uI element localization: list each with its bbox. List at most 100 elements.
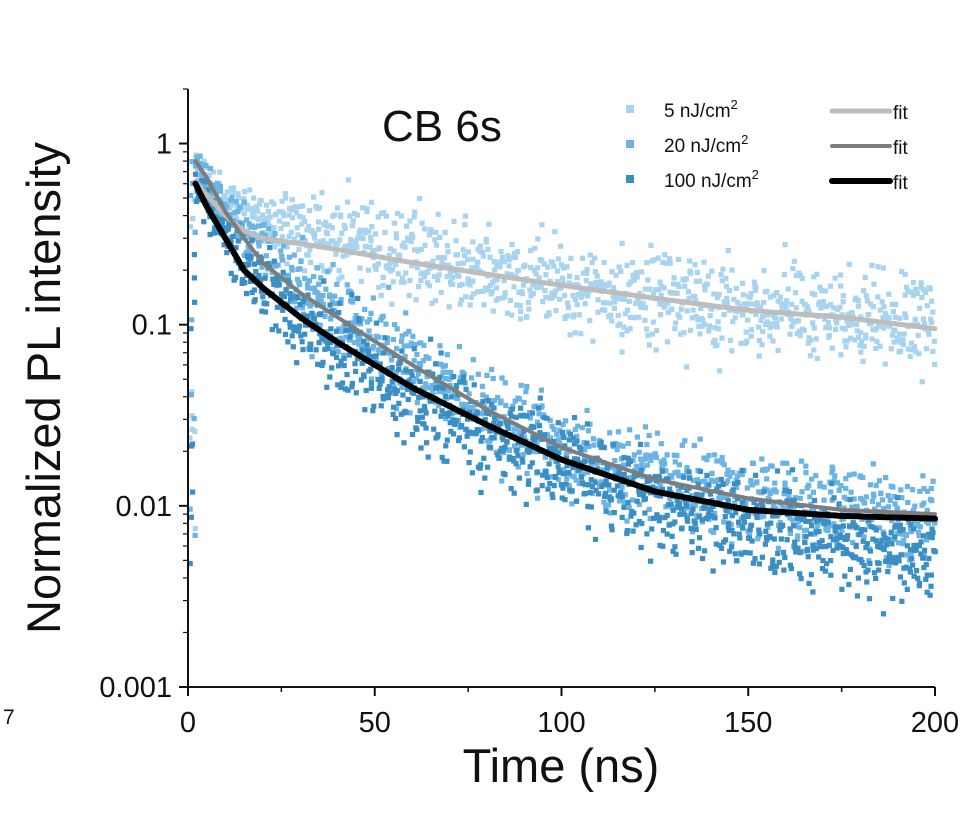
data-point (629, 260, 635, 266)
data-point (699, 517, 705, 523)
data-point (832, 524, 838, 530)
data-point (921, 500, 927, 506)
data-point (409, 263, 415, 269)
data-point (527, 410, 533, 416)
data-point (621, 504, 627, 510)
data-point (758, 317, 764, 323)
data-point (619, 514, 625, 520)
data-point (873, 527, 879, 533)
data-point (759, 456, 765, 462)
data-point (456, 273, 462, 279)
data-point (772, 315, 778, 321)
data-point (451, 374, 457, 380)
data-point (926, 331, 932, 337)
data-point (923, 289, 929, 295)
data-point (645, 332, 651, 338)
data-point (224, 189, 230, 195)
data-point (399, 384, 405, 391)
data-point (560, 275, 566, 281)
data-point (847, 497, 853, 503)
data-point (212, 225, 218, 231)
data-point (354, 244, 360, 250)
data-point (932, 361, 938, 367)
data-point (191, 252, 197, 258)
data-point (732, 500, 738, 506)
data-point (362, 306, 368, 312)
data-point (319, 190, 325, 196)
data-point (572, 456, 578, 462)
data-point (235, 195, 241, 201)
data-point (729, 527, 735, 533)
data-point (609, 269, 615, 275)
data-point (587, 490, 593, 496)
data-point (712, 515, 718, 521)
panel-title: CB 6s (382, 102, 502, 151)
data-point (342, 243, 348, 249)
data-point (265, 208, 271, 214)
data-point (843, 476, 849, 482)
data-point (822, 288, 828, 294)
data-point (723, 537, 729, 543)
data-point (478, 489, 484, 496)
data-point (687, 327, 693, 333)
data-point (437, 343, 443, 349)
data-point (555, 420, 561, 426)
data-point (747, 294, 753, 300)
data-point (764, 537, 770, 543)
data-point (473, 266, 479, 273)
data-point (607, 300, 613, 306)
data-point (300, 203, 306, 209)
data-point (826, 542, 832, 548)
data-point (729, 541, 735, 547)
data-point (910, 280, 916, 286)
data-point (411, 214, 417, 220)
data-point (263, 202, 269, 208)
data-point (832, 528, 838, 534)
data-point (535, 495, 541, 501)
data-point (848, 489, 854, 495)
data-point (350, 299, 356, 305)
data-point (423, 354, 429, 360)
data-point (422, 242, 428, 248)
data-point (838, 352, 844, 358)
data-point (410, 431, 416, 438)
data-point (701, 259, 707, 265)
data-point (353, 320, 359, 326)
data-point (429, 371, 435, 377)
data-point (896, 331, 902, 337)
data-point (920, 473, 926, 479)
data-point (795, 519, 801, 525)
data-point (401, 240, 407, 246)
data-point (504, 439, 510, 445)
data-point (305, 292, 311, 298)
data-point (583, 490, 589, 496)
data-point (187, 561, 193, 567)
data-point (263, 232, 269, 238)
data-point (424, 440, 430, 446)
data-point (748, 291, 754, 297)
data-point (611, 305, 617, 311)
data-point (361, 338, 367, 344)
data-point (806, 580, 812, 586)
data-point (308, 285, 314, 291)
data-point (621, 462, 627, 468)
data-point (521, 412, 527, 418)
data-point (302, 275, 308, 281)
data-point (284, 244, 290, 250)
data-point (575, 423, 581, 429)
data-point (679, 442, 685, 448)
data-point (642, 424, 648, 430)
data-point (829, 481, 835, 487)
data-point (816, 554, 822, 560)
data-point (479, 288, 485, 295)
data-point (396, 400, 402, 406)
data-point (710, 529, 717, 535)
data-point (860, 497, 866, 503)
data-point (439, 408, 445, 414)
data-point (518, 433, 524, 439)
data-point (664, 260, 670, 266)
data-point (343, 328, 349, 334)
data-point (552, 288, 558, 294)
data-point (749, 327, 755, 333)
data-point (587, 318, 593, 324)
